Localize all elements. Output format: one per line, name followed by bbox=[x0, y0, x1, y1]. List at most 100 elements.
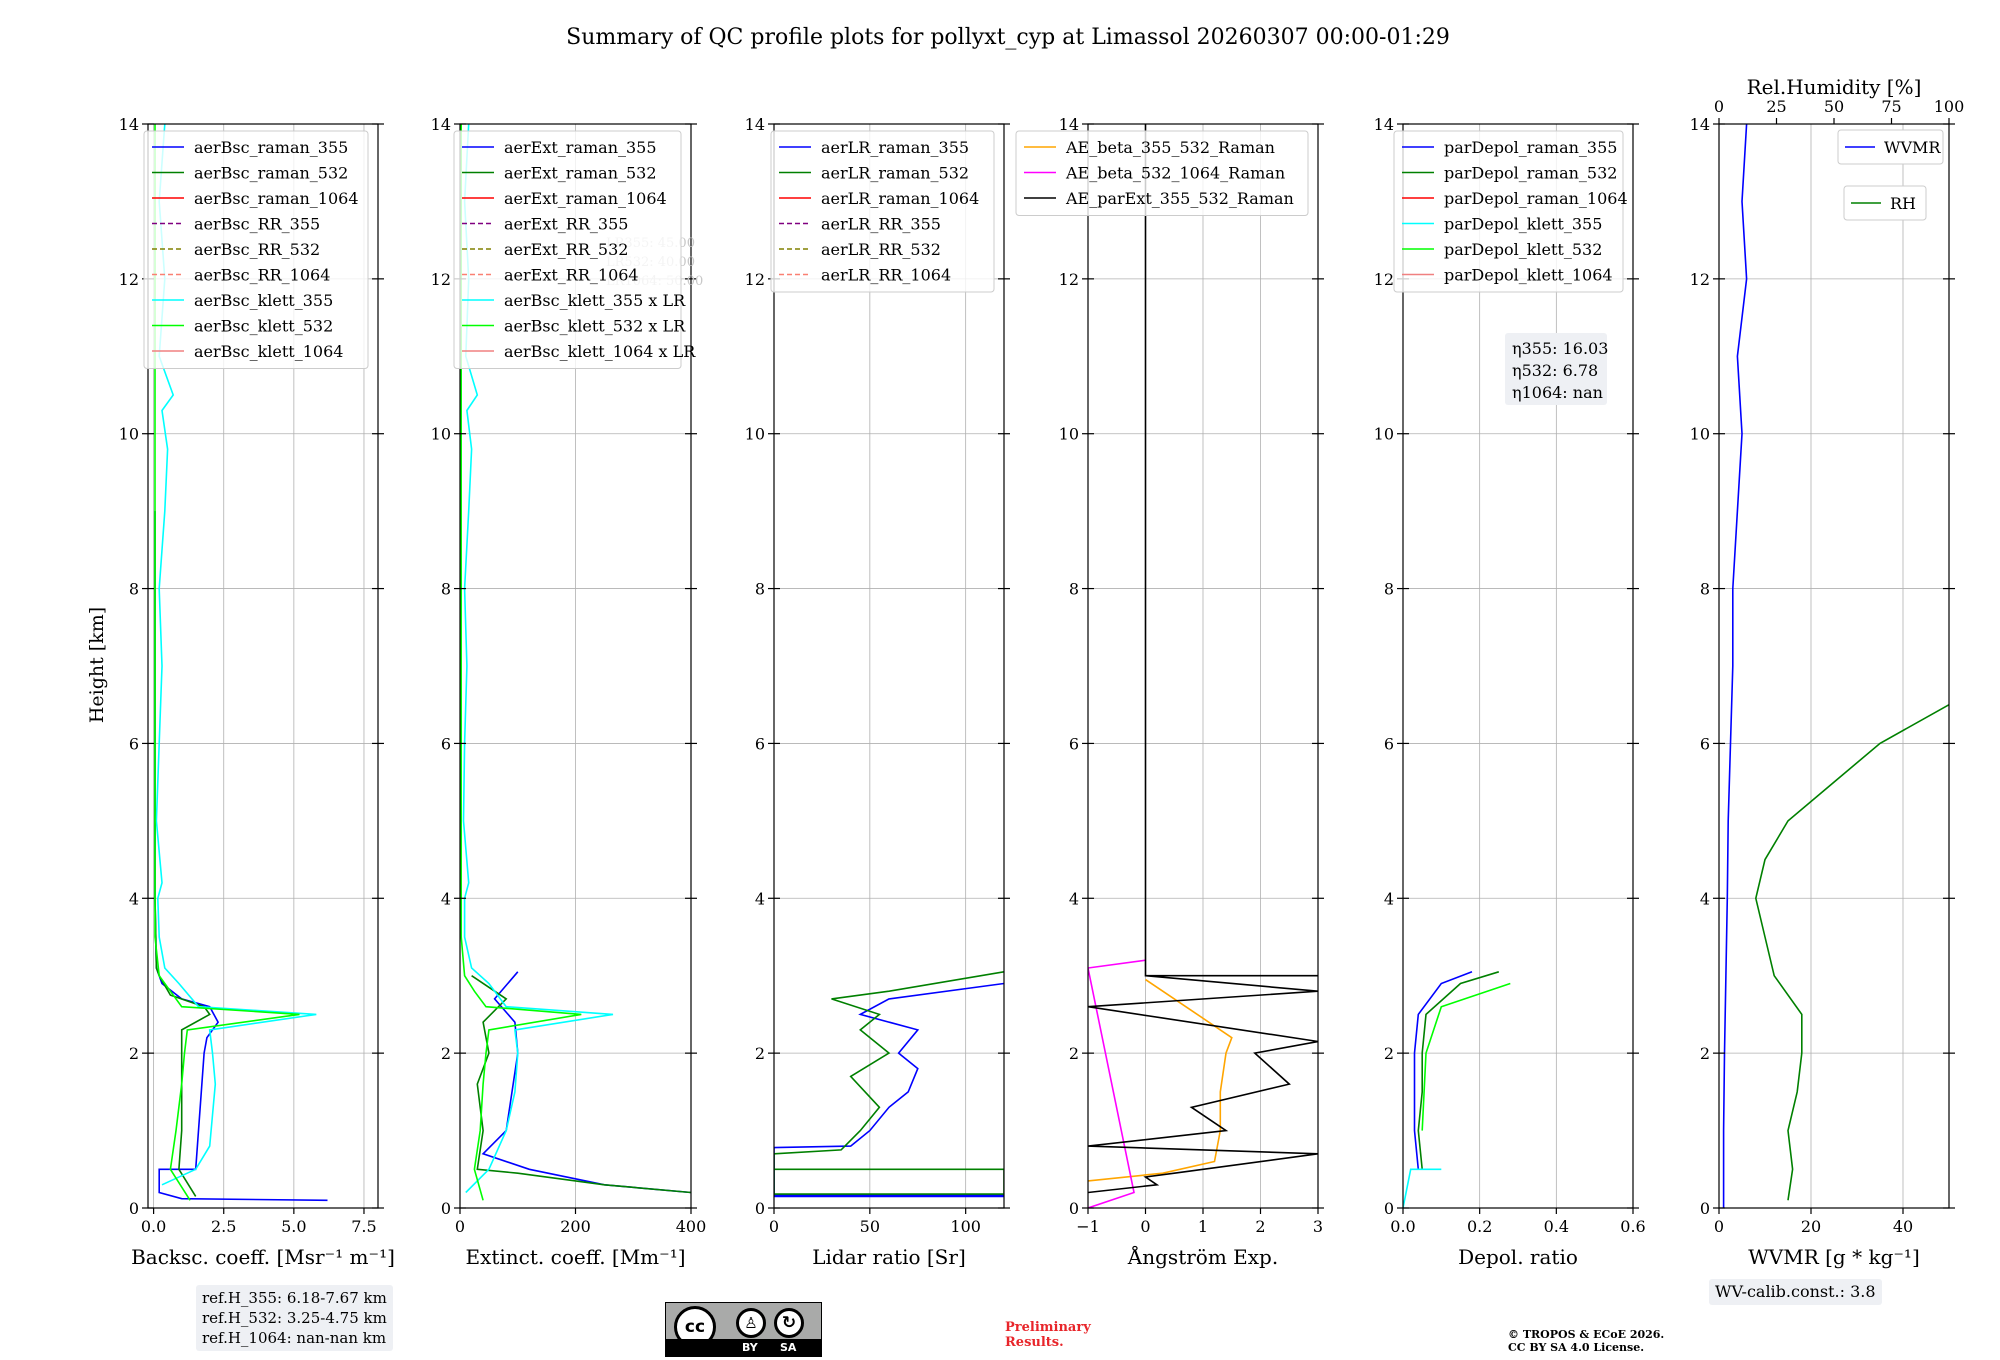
series-aerbsc-klett-355 bbox=[155, 124, 317, 1186]
wv-calibration-box: WV-calib.const.: 3.8 bbox=[1709, 1279, 1882, 1305]
legend-box bbox=[770, 130, 995, 293]
axes-frame bbox=[147, 123, 379, 1209]
axes-frame bbox=[1402, 123, 1634, 1209]
reference-height-box: ref.H_355: 6.18-7.67 km ref.H_532: 3.25-… bbox=[196, 1285, 393, 1351]
cc-by-label: BY bbox=[742, 1341, 758, 1354]
legend-entry: aerExt_raman_1064 bbox=[504, 189, 667, 208]
legend-box bbox=[1393, 130, 1624, 293]
x-tick-label: 0 bbox=[1140, 1217, 1150, 1236]
legend-entry: AE_parExt_355_532_Raman bbox=[1065, 189, 1294, 208]
series-pardepol-klett-355 bbox=[1403, 1168, 1442, 1208]
figure-title: Summary of QC profile plots for pollyxt_… bbox=[566, 25, 1450, 50]
series-aerlr-raman-532 bbox=[774, 971, 1004, 1195]
x-tick-label: 0 bbox=[769, 1217, 779, 1236]
y-tick-label: 14 bbox=[431, 115, 451, 134]
legend-entry: aerExt_raman_355 bbox=[504, 138, 657, 157]
series-aerext-raman-532 bbox=[471, 975, 691, 1194]
legend-entry: aerBsc_klett_355 x LR bbox=[504, 291, 686, 310]
x-tick-label: 1 bbox=[1198, 1217, 1208, 1236]
legend-rh: RH bbox=[1843, 185, 1927, 221]
axes-frame bbox=[773, 123, 1005, 1209]
y-tick-label: 0 bbox=[441, 1199, 451, 1218]
eta-value: η355: 16.03 bbox=[1512, 339, 1608, 358]
series-ae-parext-355-532-raman bbox=[1088, 124, 1318, 1194]
x-tick-label: 3 bbox=[1313, 1217, 1323, 1236]
y-tick-label: 14 bbox=[119, 115, 139, 134]
y-tick-label: 10 bbox=[119, 425, 139, 444]
y-tick-label: 12 bbox=[1690, 270, 1710, 289]
legend-entry: aerLR_raman_355 bbox=[821, 138, 969, 157]
y-tick-label: 12 bbox=[1374, 270, 1394, 289]
y-tick-label: 2 bbox=[1069, 1044, 1079, 1063]
axes-frame bbox=[1718, 123, 1950, 1209]
wv-calibration-constant: WV-calib.const.: 3.8 bbox=[1715, 1282, 1876, 1301]
x-tick-label: 5.0 bbox=[281, 1217, 306, 1236]
x-tick-label: 0.4 bbox=[1544, 1217, 1569, 1236]
y-tick-label: 14 bbox=[1374, 115, 1394, 134]
y-tick-label: 4 bbox=[1069, 889, 1079, 908]
legend-entry: parDepol_klett_1064 bbox=[1444, 266, 1613, 285]
series-aerext-raman-355 bbox=[481, 971, 691, 1194]
cc-label-bar bbox=[666, 1339, 821, 1356]
y-axis-label: Height [km] bbox=[86, 607, 108, 723]
person-icon: ♙ bbox=[736, 1308, 766, 1338]
y-tick-label: 4 bbox=[129, 889, 139, 908]
legend-box bbox=[1843, 185, 1927, 221]
eta-value: η532: 6.78 bbox=[1512, 361, 1598, 380]
legend-entry: aerLR_RR_532 bbox=[821, 240, 941, 259]
x-tick-label: 0.0 bbox=[141, 1217, 166, 1236]
legend-entry: AE_beta_532_1064_Raman bbox=[1065, 164, 1285, 183]
series-aerbsc-klett-532-x-lr bbox=[460, 124, 582, 1201]
legend-entry: aerLR_raman_532 bbox=[821, 164, 969, 183]
y-tick-label: 0 bbox=[129, 1199, 139, 1218]
legend: AE_beta_355_532_Raman AE_beta_532_1064_Ra… bbox=[1015, 130, 1309, 216]
x-tick-label: 0 bbox=[455, 1217, 465, 1236]
copyright-line-1: © TROPOS & ECoE 2026. bbox=[1508, 1328, 1665, 1341]
y-tick-label: 2 bbox=[441, 1044, 451, 1063]
y-tick-label: 10 bbox=[1374, 425, 1394, 444]
y-tick-label: 10 bbox=[1059, 425, 1079, 444]
y-tick-label: 6 bbox=[1700, 734, 1710, 753]
y-tick-label: 2 bbox=[755, 1044, 765, 1063]
x-tick-label: 40 bbox=[1893, 1217, 1913, 1236]
preliminary-line-1: Preliminary bbox=[1005, 1320, 1091, 1335]
y-tick-label: 12 bbox=[119, 270, 139, 289]
x-tick-label: 2.5 bbox=[211, 1217, 236, 1236]
y-tick-label: 8 bbox=[441, 580, 451, 599]
legend-box bbox=[453, 130, 682, 369]
series-aerlr-raman-355 bbox=[774, 982, 1004, 1198]
legend-entry: parDepol_raman_355 bbox=[1444, 138, 1617, 157]
legend-entry: AE_beta_355_532_Raman bbox=[1065, 138, 1275, 157]
legend-entry: aerLR_RR_1064 bbox=[821, 266, 951, 285]
y-tick-label: 6 bbox=[1384, 734, 1394, 753]
y-tick-label: 4 bbox=[1700, 889, 1710, 908]
series-wvmr bbox=[1722, 124, 1748, 1208]
y-tick-label: 8 bbox=[1384, 580, 1394, 599]
legend-entry: parDepol_klett_355 bbox=[1444, 215, 1602, 234]
x-axis-label: Backsc. coeff. [Msr⁻¹ m⁻¹] bbox=[131, 1245, 395, 1269]
legend: aerExt_raman_355 aerExt_raman_532 aerExt_r… bbox=[453, 130, 696, 369]
y-tick-label: 12 bbox=[431, 270, 451, 289]
x-axis-label: Extinct. coeff. [Mm⁻¹] bbox=[465, 1245, 685, 1269]
panel-3: 0 2 4 6 8 10 12 14 0 50 100 Lidar ratio [Sr] aerLR_r… bbox=[745, 115, 1010, 1269]
x-tick-label: 2 bbox=[1255, 1217, 1265, 1236]
series-aerbsc-klett-532 bbox=[154, 124, 300, 1201]
panel-5: 0 2 4 6 8 10 12 14 0.0 0.2 0.4 0.6 Depol. ratio η355:… bbox=[1374, 115, 1646, 1269]
x-tick-label: 100 bbox=[950, 1217, 981, 1236]
legend-entry: WVMR bbox=[1884, 138, 1941, 157]
x-tick-label: 0.2 bbox=[1467, 1217, 1492, 1236]
x-tick-label: 0.6 bbox=[1620, 1217, 1645, 1236]
legend-entry: parDepol_raman_1064 bbox=[1444, 189, 1628, 208]
series-ae-beta-355-532-raman bbox=[1088, 978, 1233, 1182]
x2-tick-label: 0 bbox=[1714, 97, 1724, 116]
y-tick-label: 4 bbox=[441, 889, 451, 908]
y-tick-label: 6 bbox=[129, 734, 139, 753]
eta-box bbox=[1505, 333, 1607, 405]
y-tick-label: 4 bbox=[755, 889, 765, 908]
y-tick-label: 2 bbox=[1384, 1044, 1394, 1063]
legend-entry: aerLR_raman_1064 bbox=[821, 189, 979, 208]
legend-entry: aerExt_RR_355 bbox=[504, 215, 628, 234]
legend-entry: aerBsc_RR_355 bbox=[194, 215, 320, 234]
